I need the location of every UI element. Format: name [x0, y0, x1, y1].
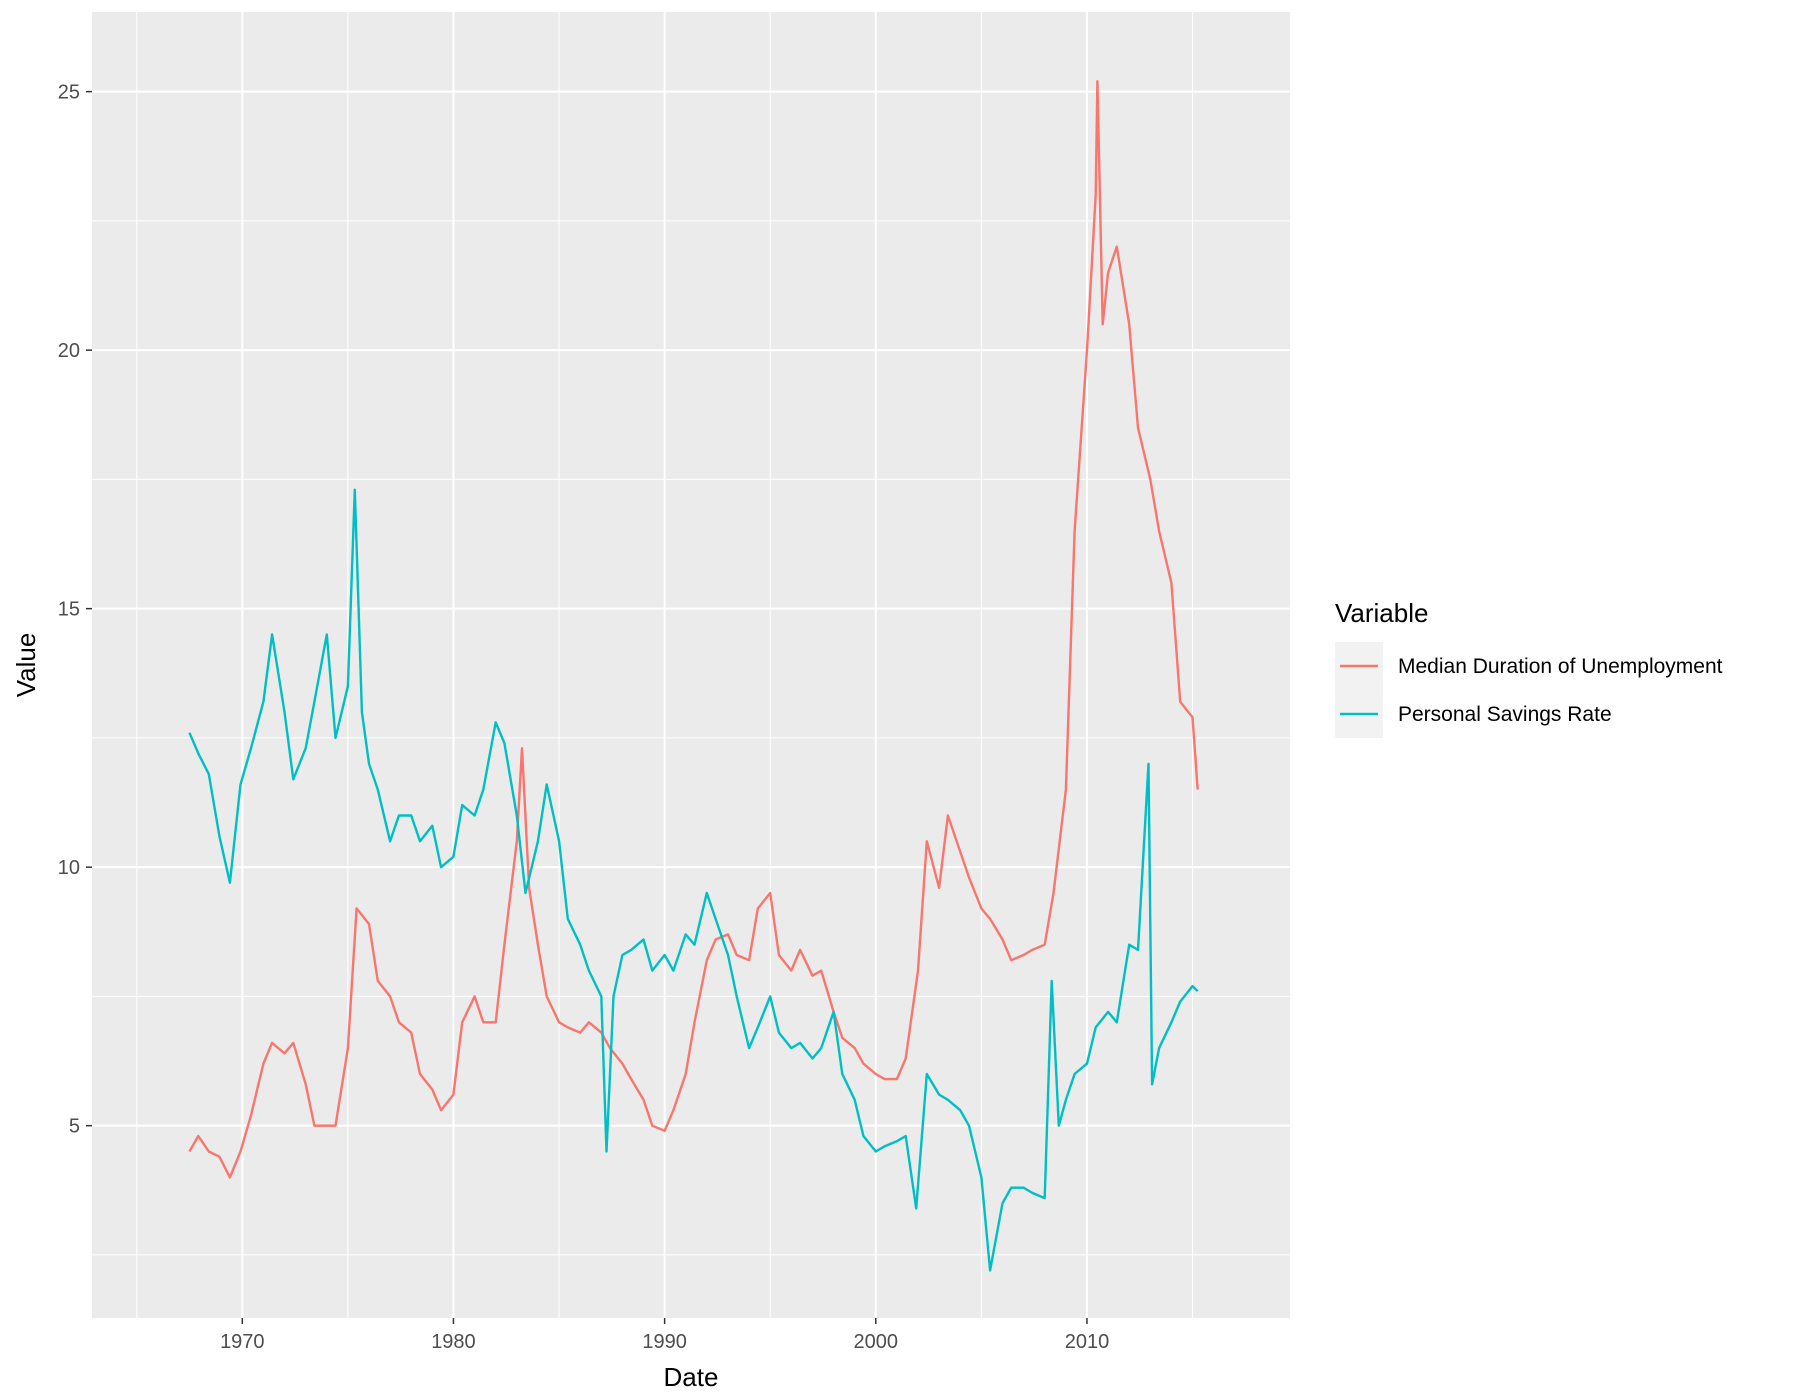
legend-label: Median Duration of Unemployment	[1398, 655, 1723, 678]
legend-entries: Median Duration of Unemployment Personal …	[1335, 642, 1723, 738]
major-gridlines	[92, 12, 1290, 1318]
x-tick-label: 1970	[220, 1331, 265, 1353]
y-tick-label: 20	[58, 340, 80, 362]
y-tick-label: 5	[69, 1116, 80, 1138]
series-lines	[188, 80, 1199, 1272]
legend: Variable Median Duration of Unemployment…	[1335, 598, 1723, 738]
x-tick-label: 1990	[642, 1331, 687, 1353]
personal-savings-rate-line	[188, 488, 1199, 1272]
y-tick-label: 10	[58, 857, 80, 879]
x-tick-label: 1980	[431, 1331, 476, 1353]
axis-ticks	[86, 90, 1088, 1324]
minor-gridlines	[92, 12, 1290, 1318]
y-tick-label: 15	[58, 599, 80, 621]
x-tick-label: 2000	[854, 1331, 899, 1353]
x-tick-labels: 1970 1980 1990 2000 2010	[220, 1331, 1109, 1353]
y-tick-label: 25	[58, 82, 80, 104]
legend-label: Personal Savings Rate	[1398, 703, 1612, 726]
x-axis-title: Date	[664, 1362, 719, 1392]
legend-title: Variable	[1335, 598, 1428, 628]
y-axis-title: Value	[11, 633, 41, 698]
median-duration-of-unemployment-line	[188, 80, 1199, 1179]
x-tick-label: 2010	[1065, 1331, 1110, 1353]
y-tick-labels: 5 10 15 20 25	[58, 82, 80, 1138]
plot-panel	[92, 12, 1290, 1318]
